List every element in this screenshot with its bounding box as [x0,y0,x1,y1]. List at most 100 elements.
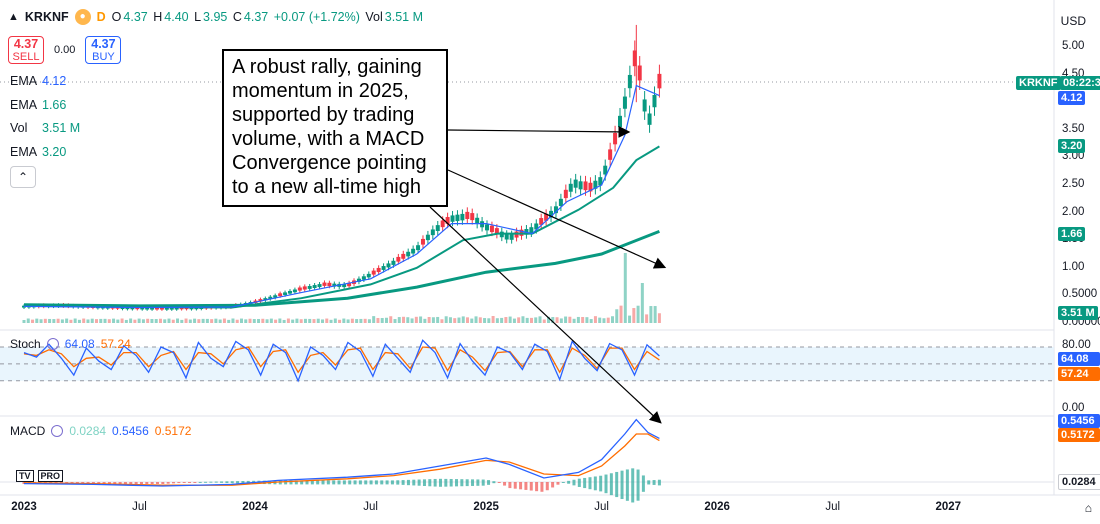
volume-bar [286,318,290,323]
volume-bar [372,316,376,323]
y-tick-label: 1.00 [1062,260,1085,273]
volume-bar [120,318,124,323]
candle-body [263,298,268,301]
volume-bar [56,318,60,323]
macd-histogram-bar [433,478,437,487]
candle-body [435,225,440,232]
macd-histogram-bar [155,482,159,484]
volume-bar [65,318,69,323]
indicator-ema-fast[interactable]: EMA 4.12 [10,74,67,88]
macd-histogram-bar [358,480,362,485]
candle-body [371,270,376,275]
candle-body [657,73,662,89]
macd-histogram-bar [305,480,309,485]
indicator-ema-mid[interactable]: EMA 3.20 [10,145,67,159]
volume-bar [380,318,384,323]
candle-body [553,206,558,214]
candle-body [347,282,352,287]
macd-histogram-bar [561,481,565,483]
volume-bar [598,317,602,323]
macd-histogram-bar [220,481,224,483]
volume-bar [158,318,162,323]
volume-bar [619,305,623,323]
last-price-symbol-tag: KRKNF [1016,76,1061,90]
candle-body [578,181,583,190]
candle-body [258,299,263,302]
volume-bar [295,318,299,323]
macd-histogram-bar [428,479,432,487]
candle-body [494,228,499,235]
volume-bar [397,317,401,323]
volume-bar [261,318,265,323]
macd-histogram-bar [631,468,635,503]
symbol-name[interactable]: KRKNF [24,10,69,24]
macd-histogram-bar [150,482,154,484]
macd-legend[interactable]: MACD 0.0284 0.5456 0.5172 [10,424,192,438]
volume-bar [491,316,495,323]
volume-bar [167,318,171,323]
macd-histogram-bar [577,478,581,487]
volume-bar [419,316,423,323]
macd-histogram-bar [113,482,117,484]
chart-icon: ▲ [8,11,19,23]
macd-histogram-bar [390,480,394,485]
macd-histogram-bar [455,479,459,487]
candle-body [292,289,297,293]
macd-histogram-bar [449,478,453,487]
candle-body [583,181,588,191]
macd-histogram-bar [310,480,314,485]
candle-body [386,263,391,268]
interval-label[interactable]: D [96,10,106,24]
macd-histogram-bar [422,479,426,486]
volume-bar [278,318,282,323]
macd-histogram-bar [246,480,250,484]
macd-histogram-bar [540,482,544,492]
volume-bar [282,319,286,323]
change-readout: +0.07 (+1.72%) [273,10,360,24]
macd-histogram-bar [556,482,560,485]
volume-bar [333,318,337,323]
macd-histogram-bar [583,477,587,489]
candle-body [647,113,652,125]
candle-body [287,290,292,294]
volume-bar [474,316,478,323]
macd-histogram-bar [615,471,619,498]
candle-body [489,225,494,233]
candle-body [568,183,573,192]
candle-body [411,248,416,254]
macd-histogram-bar [529,482,533,491]
volume-bar [525,317,529,323]
candle-body [534,223,539,230]
visibility-icon[interactable] [46,338,59,350]
volume-bar [367,319,371,323]
indicator-volume[interactable]: Vol 3.51 M [10,121,81,135]
candle-body [391,260,396,265]
macd-histogram-bar [97,482,101,484]
candle-body [573,179,578,188]
candle-body [652,94,657,108]
collapse-legend-button[interactable]: ⌃ [10,166,36,188]
candle-body [307,286,312,289]
candle-body [273,295,278,298]
volume-bar [470,318,474,323]
home-icon[interactable]: ⌂ [1084,501,1092,515]
candle-body [302,286,307,290]
macd-histogram-bar [492,481,496,484]
ema-mid-tag: 3.20 [1058,139,1086,153]
volume-bar [393,319,397,323]
candle-body [406,251,411,257]
sell-button[interactable]: 4.37 SELL [8,36,44,64]
buy-button[interactable]: 4.37 BUY [85,36,122,64]
candle-body [159,307,164,310]
volume-bar [26,318,30,323]
currency-label[interactable]: USD [1060,14,1086,28]
visibility-icon[interactable] [51,425,64,437]
macd-histogram-bar [332,480,336,485]
macd-histogram-bar [284,480,288,485]
volume-bar [124,319,128,323]
stoch-legend[interactable]: Stoch 64.08 57.24 [10,337,131,351]
candle-body [608,149,613,160]
indicator-ema-slow[interactable]: EMA 1.66 [10,98,67,112]
volume-bar [376,317,380,323]
